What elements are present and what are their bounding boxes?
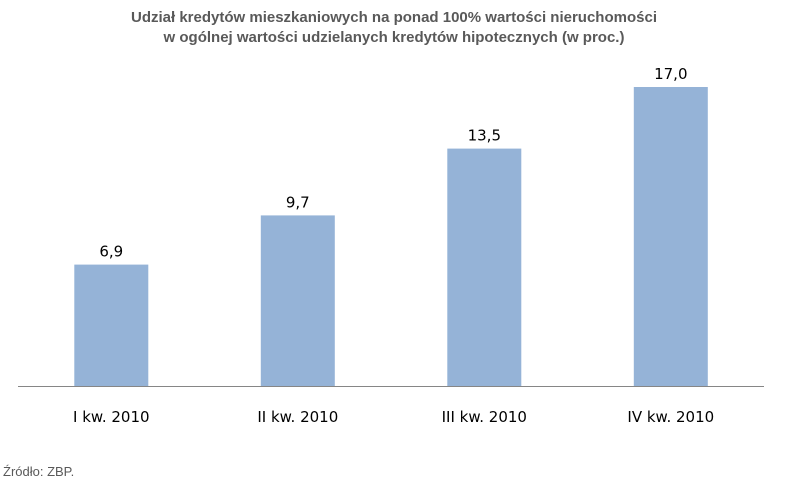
bar-3 (447, 148, 522, 386)
x-tick-label-3: III kw. 2010 (442, 408, 527, 426)
x-tick-label-4: IV kw. 2010 (627, 408, 714, 426)
bar-chart: 6,9 9,7 13,5 17,0 I kw. 2010 II kw. 2010 III … (18, 65, 764, 426)
bar-1 (74, 264, 149, 386)
chart-title-line-1: Udział kredytów mieszkaniowych na ponad … (131, 9, 657, 26)
data-label-4: 17,0 (654, 65, 687, 83)
data-label-2: 9,7 (286, 193, 310, 211)
x-tick-label-2: II kw. 2010 (257, 408, 338, 426)
data-label-3: 13,5 (468, 127, 501, 145)
chart-title: Udział kredytów mieszkaniowych na ponad … (0, 8, 788, 48)
x-tick-label-1: I kw. 2010 (73, 408, 149, 426)
bar-2 (260, 215, 335, 386)
bars-group (74, 87, 708, 386)
chart-title-line-2: w ogólnej wartości udzielanych kredytów … (163, 29, 625, 46)
x-tick-labels-group: I kw. 2010 II kw. 2010 III kw. 2010 IV kw. … (73, 408, 714, 426)
bar-4 (633, 87, 708, 386)
source-note: Źródło: ZBP. (3, 464, 75, 479)
data-label-1: 6,9 (99, 243, 123, 261)
data-labels-group: 6,9 9,7 13,5 17,0 (99, 65, 687, 261)
